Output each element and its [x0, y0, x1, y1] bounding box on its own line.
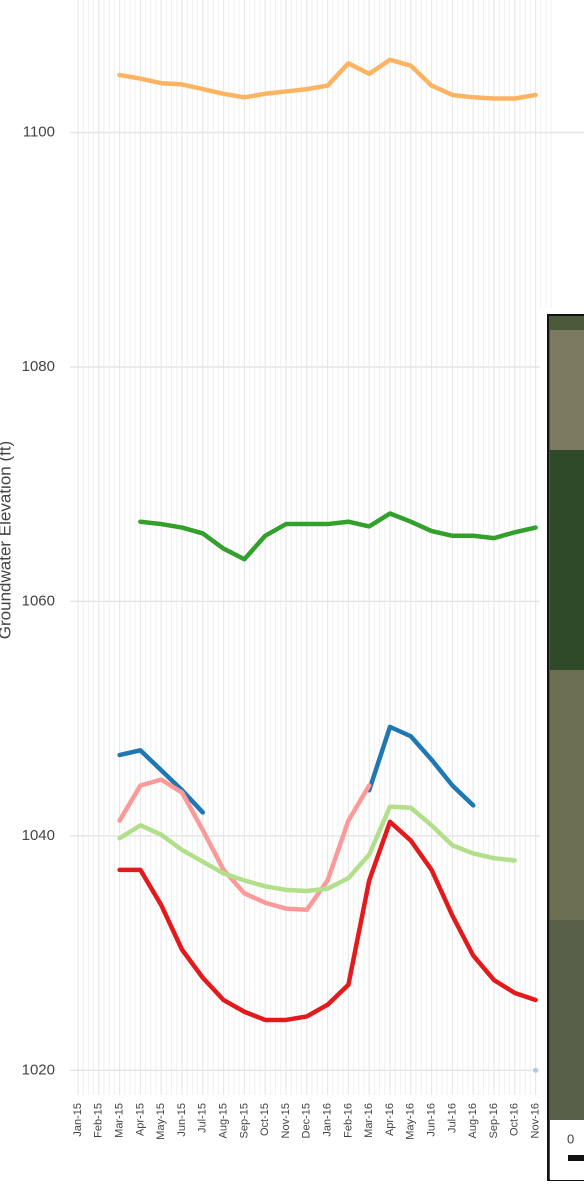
y-tick-label: 1020: [22, 1061, 55, 1078]
y-tick-label: 1040: [22, 827, 55, 844]
chart: Jan-15 Feb-15 Mar-15 Apr-15 May-15 Jun-15 Jul-…: [0, 0, 584, 1185]
x-tick-label: Oct-16: [509, 1103, 521, 1136]
x-tick-label: Oct-15: [259, 1103, 271, 1136]
scale-bar: [568, 1155, 584, 1161]
y-tick-label: 1100: [23, 123, 55, 140]
x-tick-label: Jul-16: [446, 1103, 458, 1133]
map-terrain: [550, 670, 584, 920]
x-tick-label: Jun-16: [426, 1103, 438, 1137]
x-tick-label: Mar-16: [363, 1103, 375, 1138]
x-tick-label: Feb-15: [93, 1103, 105, 1138]
scale-label: 0: [567, 1131, 574, 1146]
axes: Jan-15 Feb-15 Mar-15 Apr-15 May-15 Jun-15 Jul-…: [22, 123, 542, 1139]
x-tick-label: Jul-15: [197, 1103, 209, 1133]
map-inset: 0: [540, 308, 584, 1185]
x-tick-label: Mar-15: [114, 1103, 126, 1138]
map-terrain: [550, 920, 584, 1120]
x-tick-label: Jan-15: [72, 1103, 84, 1137]
y-tick-label: 1080: [22, 358, 55, 375]
x-tick-label: May-15: [155, 1103, 167, 1140]
x-tick-label: May-16: [405, 1103, 417, 1140]
x-tick-label: Dec-15: [301, 1103, 313, 1138]
map-terrain: [550, 450, 584, 670]
x-tick-label: Jun-15: [176, 1103, 188, 1137]
y-tick-label: 1060: [22, 592, 55, 609]
x-tick-label: Feb-16: [342, 1103, 354, 1138]
map-terrain: [550, 330, 584, 450]
x-tick-label: Nov-15: [280, 1103, 292, 1138]
x-tick-label: Apr-15: [134, 1103, 146, 1136]
x-tick-label: Aug-15: [218, 1103, 230, 1138]
x-tick-label: Jan-16: [322, 1103, 334, 1137]
data-point: [533, 1068, 538, 1073]
x-tick-label: Sep-15: [238, 1103, 250, 1138]
x-tick-label: Apr-16: [384, 1103, 396, 1136]
grid: [70, 0, 584, 1095]
map-legend-area: [550, 1120, 584, 1180]
y-axis-title: Groundwater Elevation (ft): [0, 441, 14, 639]
x-tick-label: Nov-16: [530, 1103, 542, 1138]
x-tick-label: Sep-16: [488, 1103, 500, 1138]
x-tick-label: Aug-16: [467, 1103, 479, 1138]
